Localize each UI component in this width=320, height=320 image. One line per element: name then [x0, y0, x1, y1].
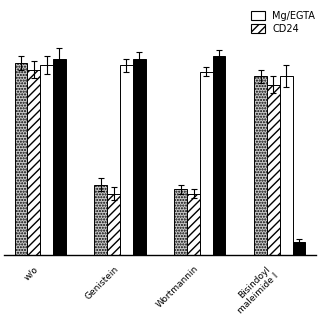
Bar — [120, 65, 133, 255]
Bar — [187, 194, 200, 255]
Bar — [107, 194, 120, 255]
Bar — [133, 59, 146, 255]
Bar — [14, 63, 27, 255]
Bar — [280, 76, 292, 255]
Bar — [254, 76, 267, 255]
Bar — [94, 185, 107, 255]
Bar — [200, 72, 213, 255]
Bar — [292, 242, 305, 255]
Bar — [27, 69, 40, 255]
Bar — [40, 65, 53, 255]
Legend: Mg/EGTA, CD24: Mg/EGTA, CD24 — [249, 9, 317, 36]
Bar — [213, 56, 226, 255]
Bar — [267, 85, 280, 255]
Bar — [174, 189, 187, 255]
Bar — [53, 59, 66, 255]
